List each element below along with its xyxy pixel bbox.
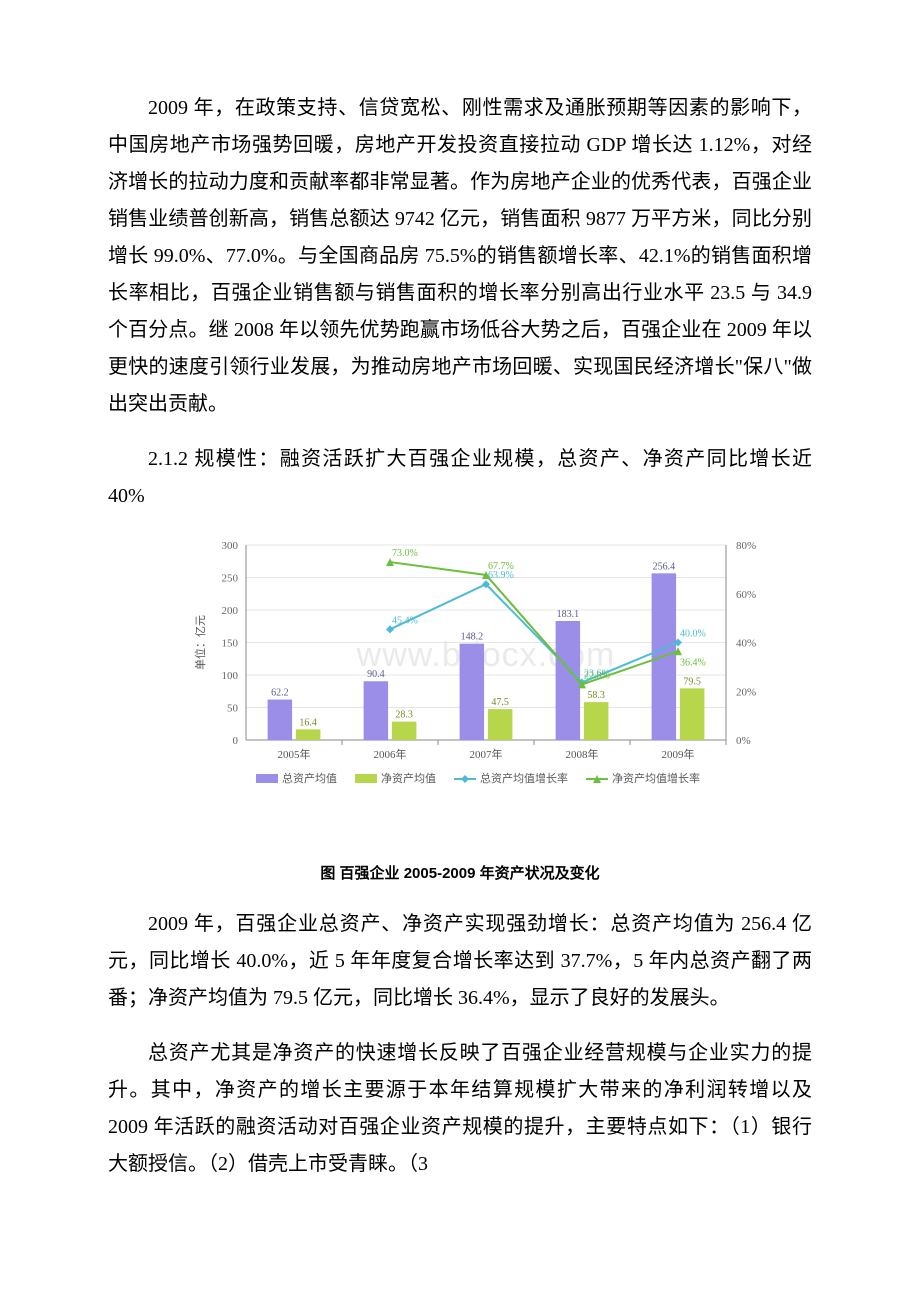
svg-text:90.4: 90.4 xyxy=(367,669,385,680)
svg-text:2009年: 2009年 xyxy=(662,747,695,761)
svg-text:0%: 0% xyxy=(736,735,751,747)
svg-text:58.3: 58.3 xyxy=(587,690,605,701)
svg-text:单位：亿元: 单位：亿元 xyxy=(193,615,207,670)
svg-text:16.4: 16.4 xyxy=(299,717,317,728)
svg-text:200: 200 xyxy=(222,605,239,617)
svg-text:22.8%: 22.8% xyxy=(584,670,610,681)
svg-text:79.5: 79.5 xyxy=(683,676,701,687)
svg-text:47.5: 47.5 xyxy=(491,697,509,708)
svg-text:250: 250 xyxy=(222,573,239,585)
svg-text:150: 150 xyxy=(222,638,239,650)
svg-text:0: 0 xyxy=(233,735,239,747)
svg-text:2007年: 2007年 xyxy=(470,747,503,761)
svg-text:67.7%: 67.7% xyxy=(488,561,514,572)
svg-text:183.1: 183.1 xyxy=(557,609,580,620)
svg-text:50: 50 xyxy=(227,703,239,715)
asset-chart: www.bdocx.com0501001502002503000%20%40%6… xyxy=(190,533,730,824)
svg-text:2006年: 2006年 xyxy=(374,747,407,761)
paragraph-1: 2009 年，在政策支持、信贷宽松、刚性需求及通胀预期等因素的影响下，中国房地产… xyxy=(108,90,812,423)
svg-text:2008年: 2008年 xyxy=(566,747,599,761)
svg-text:净资产均值增长率: 净资产均值增长率 xyxy=(612,771,700,785)
paragraph-3: 2009 年，百强企业总资产、净资产实现强劲增长：总资产均值为 256.4 亿元… xyxy=(108,906,812,1017)
svg-text:40.0%: 40.0% xyxy=(680,629,706,640)
svg-text:256.4: 256.4 xyxy=(653,561,676,572)
chart-caption: 图 百强企业 2005-2009 年资产状况及变化 xyxy=(108,860,812,888)
svg-text:36.4%: 36.4% xyxy=(680,657,706,668)
svg-text:62.2: 62.2 xyxy=(271,688,289,699)
svg-text:60%: 60% xyxy=(736,589,756,601)
asset-chart-svg: www.bdocx.com0501001502002503000%20%40%6… xyxy=(190,533,776,824)
svg-text:净资产均值: 净资产均值 xyxy=(381,771,436,785)
svg-text:20%: 20% xyxy=(736,686,756,698)
svg-text:总资产均值增长率: 总资产均值增长率 xyxy=(480,771,568,785)
svg-text:300: 300 xyxy=(222,540,239,552)
paragraph-4: 总资产尤其是净资产的快速增长反映了百强企业经营规模与企业实力的提升。其中，净资产… xyxy=(108,1035,812,1183)
svg-text:40%: 40% xyxy=(736,638,756,650)
svg-text:2005年: 2005年 xyxy=(278,747,311,761)
svg-text:148.2: 148.2 xyxy=(461,632,484,643)
paragraph-2: 2.1.2 规模性：融资活跃扩大百强企业规模，总资产、净资产同比增长近 40% xyxy=(108,441,812,515)
svg-text:80%: 80% xyxy=(736,540,756,552)
svg-text:73.0%: 73.0% xyxy=(392,548,418,559)
svg-text:总资产均值: 总资产均值 xyxy=(282,771,337,785)
svg-text:45.4%: 45.4% xyxy=(392,615,418,626)
svg-text:100: 100 xyxy=(222,670,239,682)
svg-text:28.3: 28.3 xyxy=(395,710,413,721)
